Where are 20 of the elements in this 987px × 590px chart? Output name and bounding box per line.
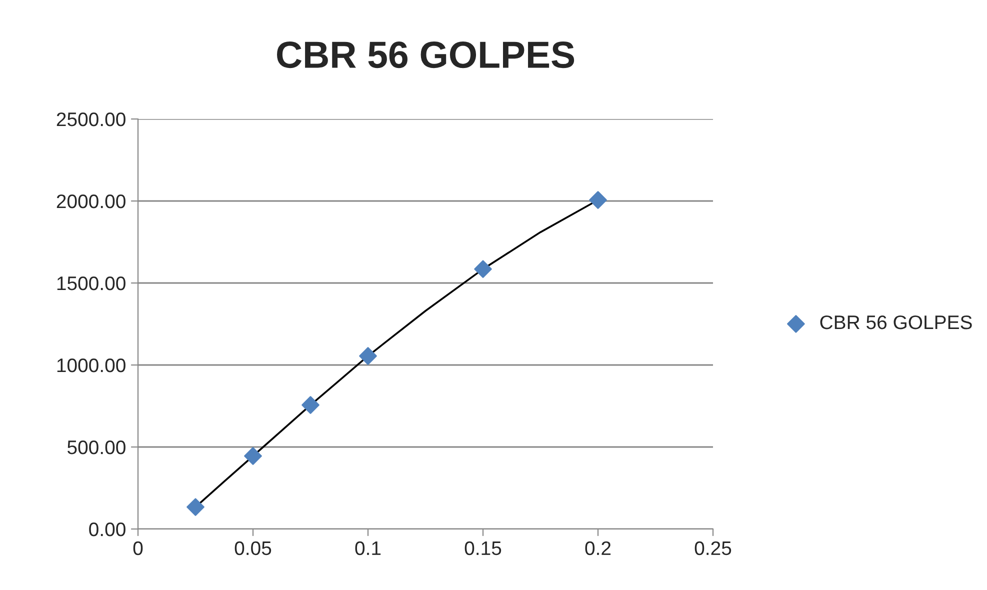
y-tick-label: 1500.00 [57,276,126,290]
x-tick-label: 0.25 [694,541,732,556]
y-tick-label: 1000.00 [57,358,126,372]
x-tick-label: 0 [133,541,143,556]
point [244,447,262,465]
y-tick-label: 500.00 [68,440,126,454]
x-tick-label: 0.15 [464,541,502,556]
x-tick-label: 0.05 [234,541,272,556]
x-tick-label: 0.2 [585,541,611,556]
point [359,347,377,365]
chart-title: CBR 56 GOLPES [277,42,574,68]
y-tick-label: 2000.00 [56,194,126,208]
point [302,396,320,414]
y-tick-label: 0.00 [89,522,126,536]
point [589,191,607,209]
point [186,498,204,516]
point [474,260,492,278]
x-tick-label: 0.1 [355,541,381,556]
y-tick-label: 2500.00 [56,112,126,126]
legend-label: CBR 56 GOLPES [820,315,972,330]
